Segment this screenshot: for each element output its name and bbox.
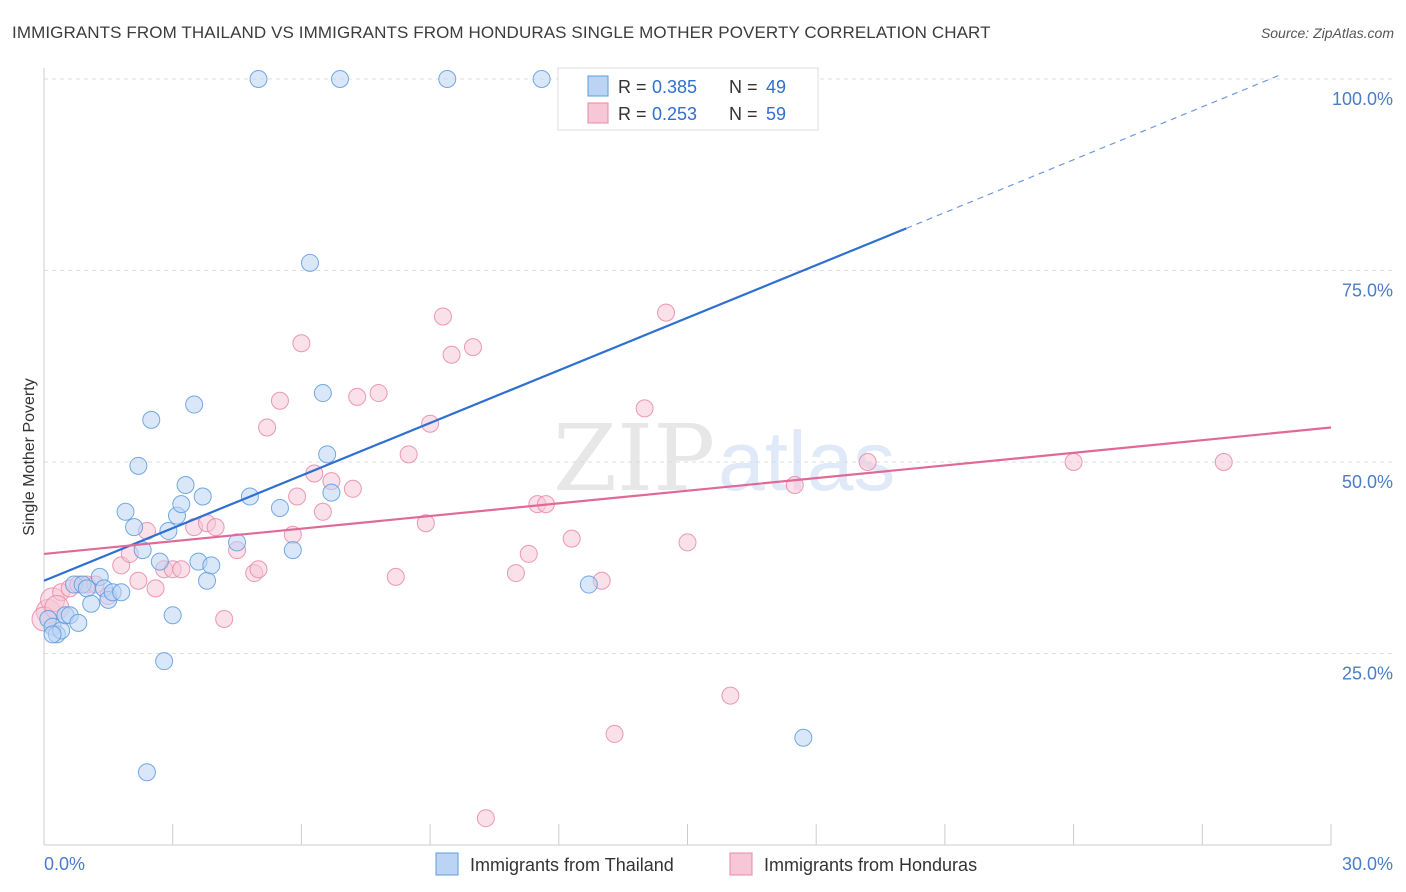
point-honduras-12 bbox=[146, 579, 165, 598]
legend-r-label-thailand: R = bbox=[618, 77, 647, 97]
point-honduras-51 bbox=[721, 686, 740, 705]
point-honduras-42 bbox=[519, 544, 538, 563]
point-thailand-47 bbox=[532, 70, 551, 88]
legend-n-label-thailand: N = bbox=[729, 77, 758, 97]
bottom-legend-label-thailand: Immigrants from Thailand bbox=[470, 855, 674, 875]
point-honduras-31 bbox=[343, 479, 362, 498]
point-thailand-24 bbox=[163, 606, 182, 625]
point-thailand-35 bbox=[270, 498, 289, 517]
bottom-legend-swatch-thailand bbox=[435, 852, 459, 876]
point-honduras-47 bbox=[605, 724, 624, 743]
point-thailand-16 bbox=[116, 502, 135, 521]
point-thailand-44 bbox=[249, 70, 268, 88]
chart-title: IMMIGRANTS FROM THAILAND VS IMMIGRANTS F… bbox=[12, 23, 991, 42]
point-thailand-7 bbox=[69, 613, 88, 632]
trend-lines bbox=[43, 74, 1332, 582]
tick-labels: 25.0% 50.0% 75.0% 100.0% 0.0% 30.0% bbox=[44, 89, 1393, 874]
point-thailand-32 bbox=[202, 556, 221, 575]
bottom-legend-swatch-honduras bbox=[729, 852, 753, 876]
point-thailand-17 bbox=[125, 518, 144, 537]
trendline-thailand bbox=[43, 227, 907, 582]
point-honduras-23 bbox=[258, 418, 277, 437]
point-honduras-50 bbox=[678, 533, 697, 552]
point-thailand-26 bbox=[172, 495, 191, 514]
point-honduras-18 bbox=[206, 518, 225, 537]
gridlines bbox=[44, 78, 1392, 654]
point-thailand-27 bbox=[176, 475, 195, 494]
point-thailand-21 bbox=[150, 552, 169, 571]
legend-n-label-honduras: N = bbox=[729, 104, 758, 124]
point-thailand-18 bbox=[129, 456, 148, 475]
point-honduras-15 bbox=[172, 560, 191, 579]
point-honduras-53 bbox=[858, 453, 877, 471]
legend: R = 0.385 N = 49 R = 0.253 N = 59 bbox=[557, 67, 819, 131]
point-thailand-45 bbox=[331, 70, 350, 88]
data-points bbox=[31, 70, 1233, 828]
bottom-legend-label-honduras: Immigrants from Honduras bbox=[764, 855, 977, 875]
point-thailand-42 bbox=[579, 575, 598, 594]
point-honduras-22 bbox=[249, 560, 268, 579]
point-thailand-10 bbox=[82, 594, 101, 613]
point-thailand-22 bbox=[155, 652, 174, 671]
y-axis-label: Single Mother Poverty bbox=[21, 378, 38, 535]
y-tick-label-2: 75.0% bbox=[1342, 281, 1393, 301]
trendline-honduras bbox=[43, 426, 1332, 556]
watermark: ZIP atlas bbox=[553, 405, 895, 512]
point-thailand-43 bbox=[794, 728, 813, 747]
axes bbox=[43, 68, 1332, 846]
y-tick-label-1: 50.0% bbox=[1342, 472, 1393, 492]
point-honduras-54 bbox=[1064, 453, 1083, 471]
y-tick-label-3: 100.0% bbox=[1332, 89, 1393, 109]
point-honduras-24 bbox=[270, 391, 289, 410]
point-honduras-19 bbox=[215, 610, 234, 629]
point-honduras-33 bbox=[369, 384, 388, 403]
y-tick-label-0: 25.0% bbox=[1342, 664, 1393, 684]
point-honduras-55 bbox=[1214, 453, 1233, 471]
chart-source: Source: ZipAtlas.com bbox=[1261, 25, 1394, 41]
point-thailand-48 bbox=[43, 625, 62, 644]
legend-swatch-thailand bbox=[587, 75, 609, 97]
point-honduras-45 bbox=[562, 529, 581, 548]
point-thailand-36 bbox=[283, 541, 302, 560]
legend-n-honduras: 59 bbox=[766, 104, 786, 124]
legend-r-honduras: 0.253 bbox=[652, 104, 697, 124]
legend-r-thailand: 0.385 bbox=[652, 77, 697, 97]
point-honduras-49 bbox=[657, 303, 676, 322]
x-tick-label-0: 0.0% bbox=[44, 854, 85, 874]
point-honduras-40 bbox=[464, 338, 482, 357]
point-honduras-48 bbox=[635, 399, 654, 418]
point-honduras-56 bbox=[476, 809, 495, 828]
point-honduras-38 bbox=[433, 307, 452, 326]
point-thailand-41 bbox=[137, 763, 156, 782]
legend-n-thailand: 49 bbox=[766, 77, 786, 97]
point-honduras-41 bbox=[506, 564, 525, 583]
point-honduras-34 bbox=[386, 567, 405, 586]
trendline-thailand-extension bbox=[906, 74, 1280, 229]
x-tick-label-1: 30.0% bbox=[1342, 854, 1393, 874]
watermark-zip: ZIP bbox=[553, 405, 715, 512]
point-honduras-26 bbox=[288, 487, 307, 506]
point-thailand-37 bbox=[300, 253, 319, 272]
point-thailand-31 bbox=[198, 571, 217, 590]
point-thailand-38 bbox=[313, 384, 332, 403]
point-honduras-10 bbox=[129, 571, 148, 590]
point-thailand-46 bbox=[438, 70, 457, 88]
point-honduras-39 bbox=[442, 345, 461, 364]
point-thailand-40 bbox=[322, 483, 341, 502]
point-honduras-36 bbox=[416, 514, 435, 533]
bottom-legend: Immigrants from Thailand Immigrants from… bbox=[435, 852, 977, 876]
point-honduras-32 bbox=[348, 387, 367, 406]
legend-r-label-honduras: R = bbox=[618, 104, 647, 124]
point-thailand-15 bbox=[112, 583, 131, 602]
point-thailand-28 bbox=[185, 395, 204, 414]
point-honduras-27 bbox=[292, 334, 311, 353]
point-honduras-29 bbox=[313, 502, 332, 521]
legend-swatch-honduras bbox=[587, 102, 609, 124]
point-thailand-39 bbox=[318, 445, 337, 464]
point-thailand-20 bbox=[142, 410, 161, 429]
point-thailand-30 bbox=[193, 487, 212, 506]
point-honduras-35 bbox=[399, 445, 418, 464]
